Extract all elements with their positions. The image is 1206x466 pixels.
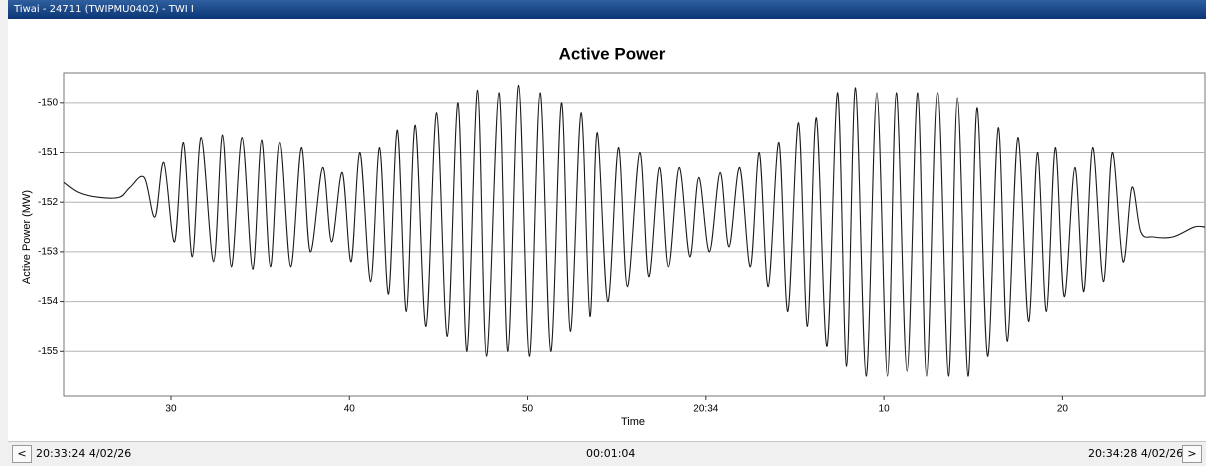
y-tick-label: -152 bbox=[38, 197, 58, 208]
x-tick-label: 50 bbox=[522, 404, 534, 415]
chart: Active Power Active Power (MW) Time -150… bbox=[8, 19, 1206, 441]
footer: < 20:33:24 4/02/26 00:01:04 20:34:28 4/0… bbox=[8, 441, 1206, 466]
data-line bbox=[63, 84, 1206, 377]
x-tick-label: 40 bbox=[344, 404, 356, 415]
x-tick-label: 20 bbox=[1057, 404, 1069, 415]
x-tick-label: 20:34 bbox=[693, 404, 718, 415]
x-axis-label: Time bbox=[621, 416, 645, 428]
y-tick-label: -151 bbox=[38, 147, 58, 158]
prev-button[interactable]: < bbox=[12, 445, 32, 463]
x-tick-label: 10 bbox=[879, 404, 891, 415]
duration: 00:01:04 bbox=[586, 447, 636, 460]
plot-area bbox=[63, 72, 1206, 397]
window-title: Tiwai - 24711 (TWIPMU0402) - TWI I bbox=[8, 0, 1206, 19]
start-time: 20:33:24 4/02/26 bbox=[36, 447, 132, 460]
end-time: 20:34:28 4/02/26 bbox=[1088, 447, 1184, 460]
next-button[interactable]: > bbox=[1182, 445, 1202, 463]
y-tick-label: -154 bbox=[38, 296, 58, 307]
y-tick-label: -153 bbox=[38, 247, 58, 258]
x-tick-label: 30 bbox=[165, 404, 177, 415]
chart-title: Active Power bbox=[559, 44, 666, 63]
y-tick-label: -150 bbox=[38, 97, 58, 108]
y-axis-label: Active Power (MW) bbox=[21, 190, 33, 284]
y-tick-label: -155 bbox=[38, 346, 58, 357]
